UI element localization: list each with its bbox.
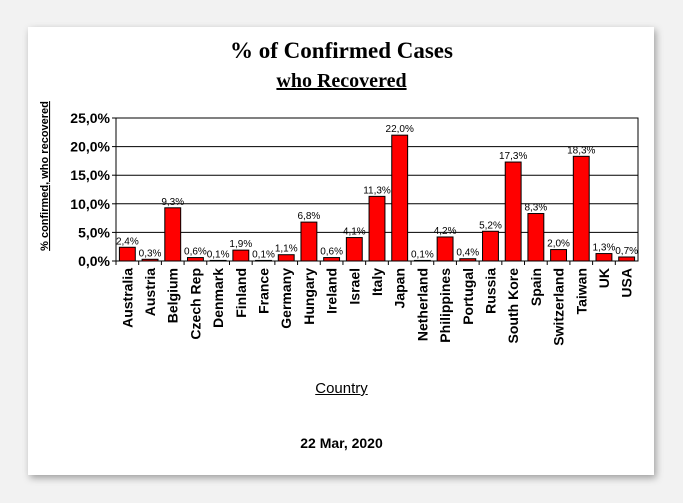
x-axis-title: Country (315, 380, 368, 397)
x-tick-label: Taiwan (573, 268, 589, 314)
data-label: 0,1% (411, 249, 434, 260)
data-label: 17,3% (499, 151, 527, 162)
bar (209, 259, 227, 262)
x-tick-label: Spain (528, 268, 544, 306)
bar (323, 257, 341, 262)
y-tick-label: 0,0% (78, 253, 110, 269)
x-tick-label: Australia (119, 268, 135, 328)
data-label: 0,6% (320, 247, 343, 258)
data-label: 0,1% (252, 249, 275, 260)
x-tick-label: Japan (392, 268, 408, 308)
y-tick-label: 10,0% (70, 196, 110, 212)
bar (413, 259, 431, 262)
bar (459, 258, 477, 262)
bar (504, 161, 522, 262)
bar (232, 249, 250, 262)
bar (482, 230, 499, 262)
data-label: 11,3% (363, 185, 391, 196)
chart-subtitle-text: who Recovered (276, 70, 407, 92)
y-tick-label: 20,0% (70, 139, 110, 155)
data-label: 1,1% (275, 244, 298, 255)
data-label: 9,3% (161, 197, 184, 208)
x-tick-label: South Kore (505, 268, 521, 344)
x-tick-label: Finland (233, 268, 249, 318)
x-tick-label: Belgium (165, 268, 181, 323)
bar (527, 213, 545, 262)
bar (186, 257, 204, 262)
y-axis-title: % confirmed, who recovered (39, 101, 51, 251)
data-label: 8,3% (524, 203, 547, 214)
bar (345, 237, 363, 262)
x-tick-label: UK (596, 268, 612, 288)
bar (277, 254, 295, 262)
x-tick-label: USA (619, 268, 635, 298)
y-tick-label: 5,0% (78, 224, 110, 240)
x-tick-label: Philippines (437, 268, 453, 343)
data-label: 2,0% (547, 239, 570, 250)
bar (300, 221, 318, 262)
bar (618, 256, 636, 262)
bar (550, 249, 568, 262)
bar (141, 258, 159, 262)
data-label: 0,7% (615, 246, 638, 257)
data-label: 1,9% (229, 239, 252, 250)
x-tick-label: Czech Rep (187, 268, 203, 340)
data-label: 2,4% (116, 236, 139, 247)
bar (391, 134, 409, 262)
data-label: 0,3% (139, 248, 162, 259)
x-tick-label: Hungary (301, 268, 317, 325)
data-label: 0,6% (184, 247, 207, 258)
data-label: 18,3% (567, 145, 595, 156)
bar (255, 259, 272, 262)
y-tick-label: 15,0% (70, 167, 110, 183)
data-label: 5,2% (479, 220, 502, 231)
bar (164, 207, 182, 262)
x-tick-label: Portugal (460, 268, 476, 325)
x-tick-label: Austria (142, 268, 158, 316)
data-label: 1,3% (593, 243, 616, 254)
x-tick-label: Israel (346, 268, 362, 305)
bar (572, 155, 590, 262)
data-label: 4,2% (434, 226, 457, 237)
x-tick-label: Netherland (414, 268, 430, 341)
x-tick-label: France (256, 268, 272, 314)
x-tick-label: Russia (482, 268, 498, 314)
bar (436, 236, 454, 262)
bar (368, 195, 386, 262)
chart-title: % of Confirmed Cases (230, 38, 453, 63)
data-label: 0,1% (207, 249, 230, 260)
bar (118, 246, 136, 262)
y-tick-label: 25,0% (70, 110, 110, 126)
data-label: 0,4% (456, 248, 479, 259)
chart-date: 22 Mar, 2020 (300, 435, 383, 451)
bar (595, 253, 613, 262)
data-label: 6,8% (298, 211, 321, 222)
data-label: 22,0% (386, 124, 414, 135)
x-tick-label: Germany (278, 268, 294, 329)
data-label: 4,1% (343, 227, 366, 238)
x-tick-label: Ireland (324, 268, 340, 314)
x-tick-label: Denmark (210, 268, 226, 328)
x-tick-label: Switzerland (551, 268, 567, 346)
x-tick-label: Italy (369, 268, 385, 296)
